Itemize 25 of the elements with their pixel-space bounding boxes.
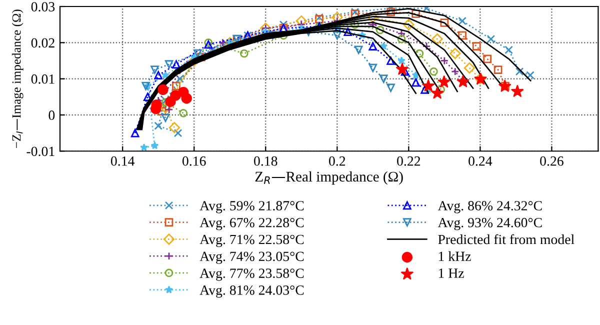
legend-label: Avg. 93% 24.60°C	[438, 218, 542, 230]
legend-label: Predicted fit from model	[438, 234, 574, 244]
x-tick-label: 0.22	[397, 156, 420, 166]
y-tick-label: 0	[48, 110, 55, 120]
x-tick-label: 0.14	[110, 156, 135, 166]
x-axis-title: Z$_{R}$—Real impedance (Ω)	[255, 171, 403, 185]
legend-label: 1 kHz	[438, 251, 471, 261]
x-tick-label: 0.16	[182, 156, 206, 166]
legend-label: 1 Hz	[438, 268, 464, 278]
legend-label: Avg. 74% 23.05°C	[200, 252, 304, 264]
y-tick-label: 0.03	[31, 2, 55, 12]
y-axis-title: −Z$_{I}$—Image impedance (Ω)	[12, 10, 24, 148]
x-tick-label: 0.18	[254, 156, 278, 166]
legend-label: Avg. 77% 23.58°C	[200, 268, 304, 281]
legend-label: Avg. 71% 22.58°C	[200, 234, 304, 248]
x-tick-label: 0.26	[540, 156, 564, 166]
y-tick-label: 0.01	[31, 74, 54, 84]
legend-label: Avg. 86% 24.32°C	[438, 201, 542, 214]
x-tick-label: 0.24	[468, 156, 492, 166]
legend-label: Avg. 59% 21.87°C	[200, 201, 304, 214]
legend-label: Avg. 81% 24.03°C	[200, 285, 304, 298]
y-tick-label: -0.01	[26, 146, 54, 156]
y-tick-label: 0.02	[31, 38, 54, 48]
legend-label: Avg. 67% 22.28°C	[200, 218, 304, 230]
x-tick-label: 0.2	[328, 156, 346, 166]
